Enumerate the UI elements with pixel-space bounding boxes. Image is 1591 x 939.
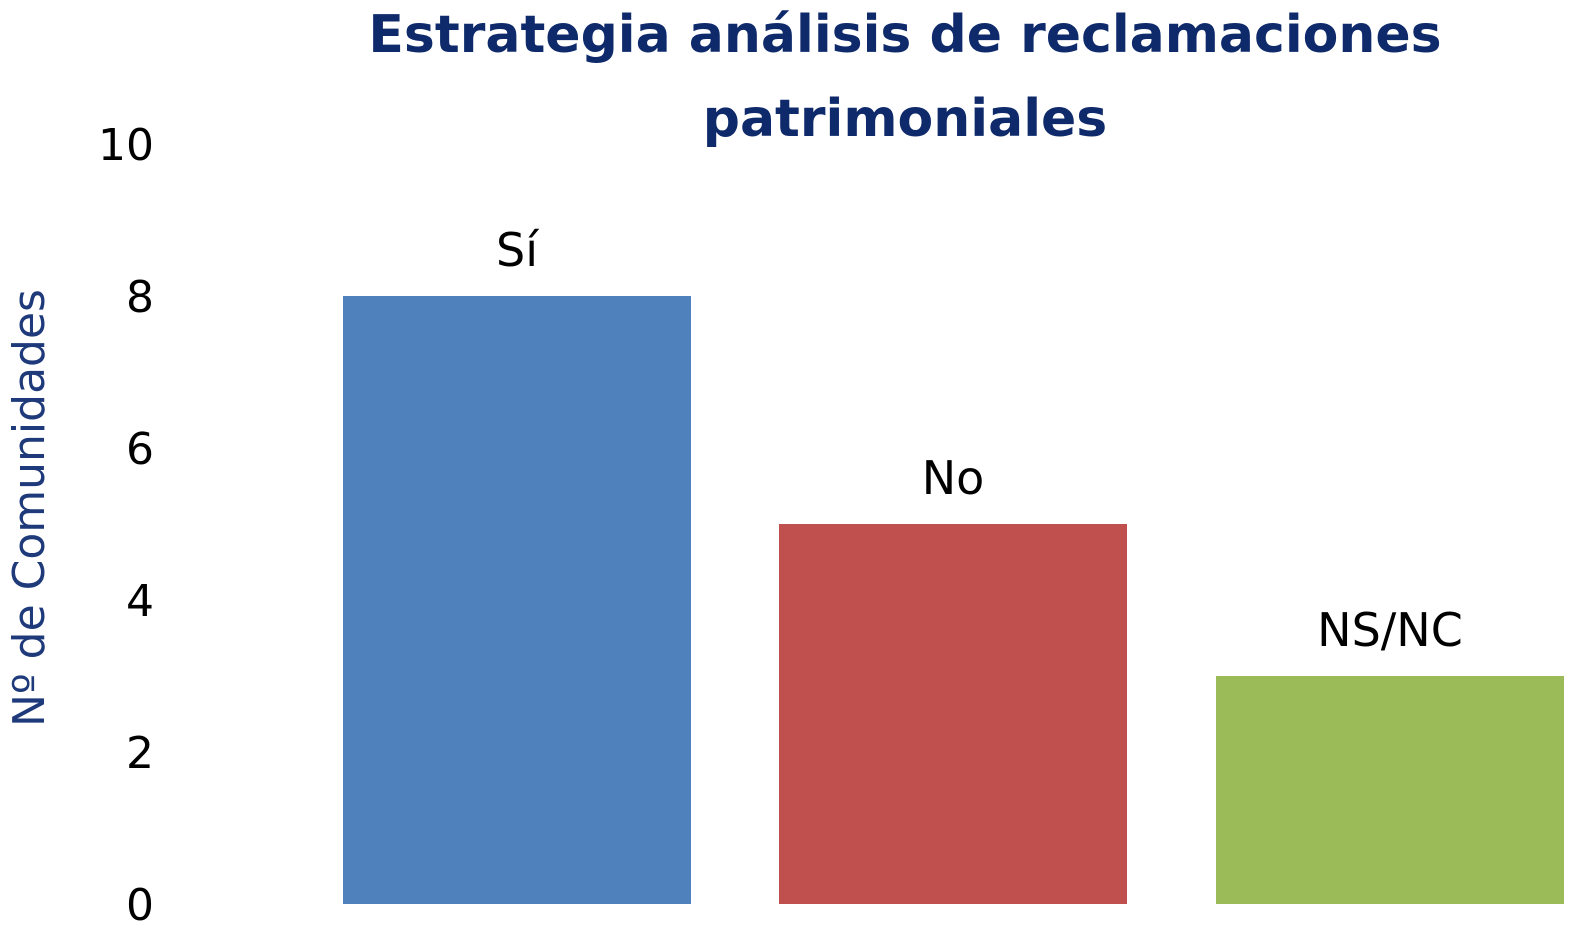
y-tick-label: 10 (98, 120, 154, 171)
y-axis-label: Nº de Comunidades (4, 289, 55, 727)
y-tick-label: 6 (126, 424, 154, 475)
y-axis-ticks: 0 2 4 6 8 10 (98, 120, 154, 931)
chart-title-line-1: Estrategia análisis de reclamaciones (368, 5, 1441, 65)
y-tick-label: 8 (126, 272, 154, 323)
bar-category-label: No (922, 451, 985, 505)
bar-1 (779, 524, 1127, 904)
y-tick-label: 2 (126, 728, 154, 779)
bars (343, 296, 1564, 904)
chart-title: Estrategia análisis de reclamaciones pat… (368, 5, 1441, 149)
bar-category-label: Sí (496, 223, 539, 277)
bar-labels: Sí No NS/NC (496, 223, 1463, 657)
y-tick-label: 4 (126, 576, 154, 627)
chart-title-line-2: patrimoniales (703, 89, 1108, 149)
bar-2 (1216, 676, 1564, 904)
bar-category-label: NS/NC (1317, 603, 1463, 657)
bar-0 (343, 296, 691, 904)
y-tick-label: 0 (126, 880, 154, 931)
